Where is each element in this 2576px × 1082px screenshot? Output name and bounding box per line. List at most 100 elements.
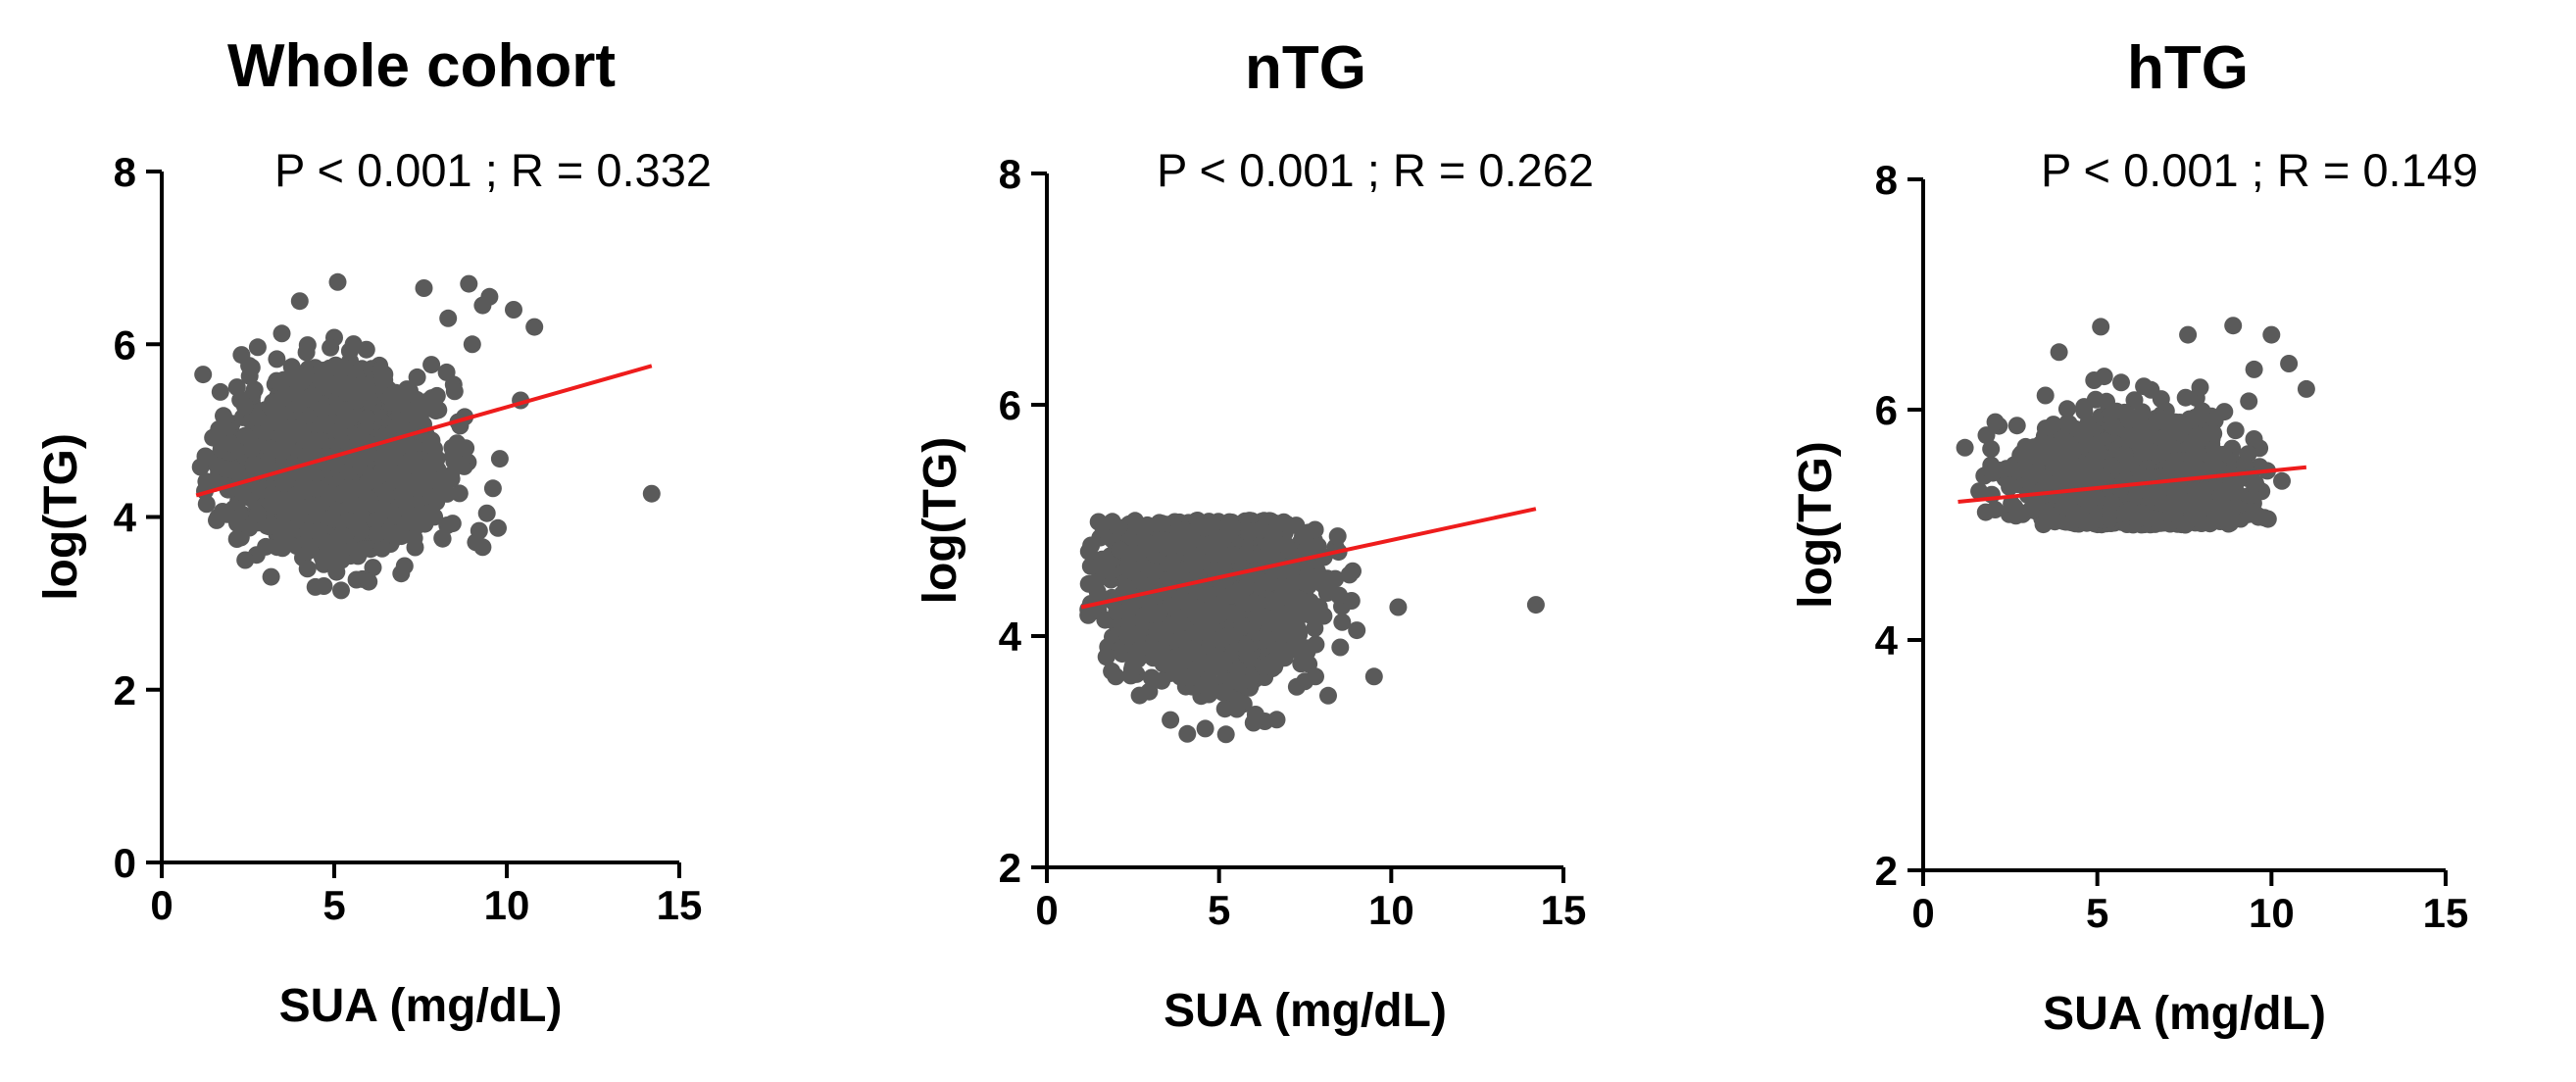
data-point [1328,527,1347,546]
data-point [1301,592,1319,611]
data-point [1223,584,1242,603]
data-point [445,382,464,401]
data-points [1079,512,1545,744]
data-point [321,359,339,377]
data-point [273,442,292,461]
data-point [1097,648,1115,666]
data-point [445,452,464,470]
data-point [1179,639,1198,658]
data-point [377,486,396,505]
data-point [401,382,419,400]
data-point [322,509,341,527]
data-point [422,356,441,374]
data-point [296,368,315,386]
data-point [438,516,457,534]
data-point [1153,515,1171,533]
data-point [1340,566,1359,584]
data-point [282,358,301,376]
data-point [1317,584,1336,602]
y-tick-label: 6 [114,321,136,368]
data-point [223,461,241,479]
data-point [373,368,392,385]
data-point [357,340,375,359]
chart-title: Whole cohort [227,32,616,100]
data-point [490,450,509,468]
x-tick-label: 5 [322,882,345,928]
data-point [322,553,341,571]
data-point [1122,661,1141,678]
x-tick-label: 10 [484,882,530,928]
data-points [191,272,661,600]
data-point [442,467,461,484]
data-point [1079,574,1098,593]
data-point [1215,700,1234,718]
data-point [211,382,229,401]
data-point-outlier [290,292,309,311]
data-point-outlier [473,538,492,557]
data-point [450,484,469,503]
data-point [313,400,331,418]
chart-title: nTG [1245,34,1366,102]
data-point [322,338,340,357]
data-point [427,386,446,405]
data-point [483,479,502,498]
data-point [262,567,280,586]
data-point-outlier [505,301,522,319]
data-point [406,538,424,557]
data-point [1188,547,1206,566]
data-point [298,560,317,578]
data-point [399,457,418,475]
data-point [329,529,348,547]
data-point [1287,641,1306,660]
data-point [235,397,254,416]
data-point [1110,518,1128,537]
data-point-outlier [328,272,347,291]
data-point-outlier [463,335,481,354]
data-point [1138,534,1157,553]
data-point [290,498,309,516]
data-point [263,413,281,431]
data-point [1192,517,1210,536]
data-point [1138,516,1157,534]
data-point [349,377,368,396]
data-point [408,479,426,498]
data-point [358,409,376,427]
data-point [263,485,281,504]
data-point [1130,686,1149,705]
data-point-outlier [439,309,458,327]
data-point [1142,668,1161,687]
data-point [425,508,444,526]
data-point [408,368,426,386]
data-point [477,504,496,522]
data-point [328,377,347,396]
data-point [268,350,286,369]
data-point [215,407,232,425]
data-point [334,412,353,430]
data-point [368,524,386,543]
data-point [1287,619,1306,638]
y-tick-label: 0 [114,840,136,886]
data-point [291,482,310,501]
data-point [1199,585,1217,604]
data-point [421,458,438,475]
y-tick-label: 2 [114,667,136,713]
data-point [272,523,290,542]
data-point [457,439,475,458]
data-point [233,483,252,502]
data-point [293,422,312,441]
data-point [1123,544,1142,563]
data-point [392,565,411,583]
data-point [1263,546,1281,565]
data-point [1098,558,1116,575]
data-point [240,518,259,537]
data-point [1203,538,1221,556]
data-point-outlier [360,572,378,591]
data-point-outlier [194,366,213,384]
data-point [1271,640,1290,659]
data-point [1180,668,1199,687]
data-point [1174,531,1193,550]
data-point [240,357,259,375]
data-point [297,343,316,362]
